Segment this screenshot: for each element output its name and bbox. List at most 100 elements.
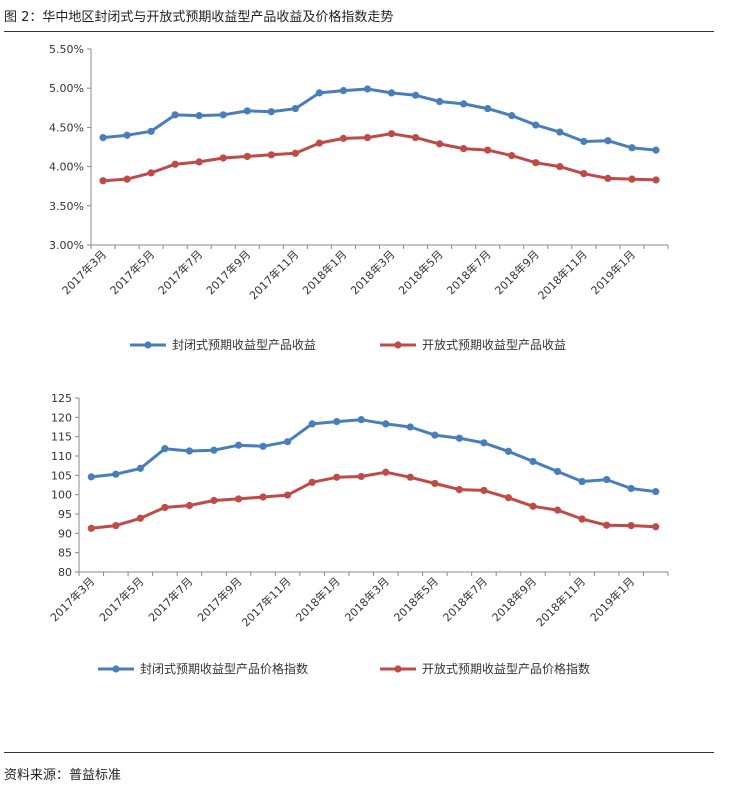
data-point bbox=[652, 523, 660, 531]
data-point bbox=[136, 464, 144, 472]
data-point bbox=[480, 486, 488, 495]
top-rule bbox=[4, 31, 714, 32]
x-tick-label: 2018年5月 bbox=[391, 574, 441, 624]
data-point bbox=[267, 151, 275, 159]
y-tick-label: 125 bbox=[51, 392, 72, 405]
data-point bbox=[99, 133, 107, 142]
y-tick-label: 4.00% bbox=[49, 161, 84, 174]
data-point bbox=[185, 447, 194, 455]
y-tick-label: 90 bbox=[58, 527, 72, 540]
data-point bbox=[219, 154, 227, 162]
y-tick-label: 105 bbox=[51, 469, 72, 482]
data-point bbox=[387, 89, 396, 97]
data-point bbox=[136, 514, 144, 522]
legend-swatch-marker bbox=[112, 665, 120, 673]
data-point bbox=[147, 169, 155, 177]
data-point bbox=[243, 152, 251, 161]
data-point bbox=[580, 137, 588, 146]
data-point bbox=[112, 470, 120, 478]
data-point bbox=[339, 134, 348, 142]
series-line-2 bbox=[102, 132, 657, 183]
data-point bbox=[460, 100, 468, 108]
x-tick-label: 2017年3月 bbox=[47, 574, 97, 624]
data-point bbox=[431, 431, 439, 439]
data-point bbox=[161, 445, 169, 453]
data-point bbox=[284, 438, 292, 446]
x-tick-label: 2018年9月 bbox=[489, 574, 539, 624]
data-point bbox=[357, 472, 365, 481]
legend-label: 封闭式预期收益型产品价格指数 bbox=[140, 661, 308, 676]
data-point bbox=[363, 85, 372, 93]
x-tick-label: 2019年1月 bbox=[587, 574, 637, 624]
data-point bbox=[259, 442, 267, 450]
x-tick-label: 2017年9月 bbox=[194, 574, 244, 624]
data-point bbox=[284, 491, 292, 499]
data-point bbox=[210, 446, 218, 454]
source-note: 资料来源：普益标准 bbox=[4, 768, 122, 783]
data-point bbox=[87, 473, 95, 481]
data-point bbox=[243, 107, 251, 115]
data-point bbox=[411, 91, 420, 99]
legend-label: 开放式预期收益型产品收益 bbox=[422, 337, 566, 352]
data-point bbox=[455, 486, 463, 494]
data-point bbox=[171, 160, 179, 168]
data-point bbox=[195, 112, 203, 120]
x-tick-label: 2018年3月 bbox=[342, 574, 392, 624]
x-tick-label: 2018年11月 bbox=[533, 574, 588, 629]
data-point bbox=[460, 144, 468, 153]
x-tick-label: 2017年7月 bbox=[145, 574, 195, 624]
y-tick-label: 80 bbox=[58, 566, 72, 579]
data-point bbox=[484, 104, 492, 113]
y-tick-label: 110 bbox=[51, 450, 72, 463]
data-point bbox=[578, 515, 586, 523]
data-point bbox=[406, 473, 414, 481]
data-point bbox=[508, 152, 516, 160]
data-point bbox=[87, 524, 95, 532]
data-point bbox=[603, 521, 611, 529]
data-point bbox=[504, 494, 513, 502]
data-point bbox=[480, 439, 488, 447]
data-point bbox=[99, 177, 107, 185]
x-tick-label: 2018年7月 bbox=[440, 574, 490, 624]
data-point bbox=[382, 468, 390, 476]
data-point bbox=[532, 121, 540, 129]
data-point bbox=[382, 420, 390, 428]
y-tick-label: 85 bbox=[58, 547, 72, 560]
data-point bbox=[652, 176, 660, 184]
data-point bbox=[387, 130, 396, 138]
data-point bbox=[529, 457, 537, 466]
data-point bbox=[431, 479, 439, 488]
y-tick-label: 100 bbox=[51, 489, 72, 502]
data-point bbox=[504, 447, 513, 455]
data-point bbox=[234, 441, 243, 449]
data-point bbox=[357, 416, 365, 424]
data-point bbox=[161, 503, 169, 512]
data-point bbox=[484, 146, 492, 154]
data-point bbox=[291, 104, 299, 113]
legend-swatch-marker bbox=[394, 341, 402, 349]
series-line-1 bbox=[91, 418, 656, 494]
data-point bbox=[652, 487, 660, 496]
data-point bbox=[195, 158, 203, 166]
data-point bbox=[210, 496, 218, 505]
data-point bbox=[363, 133, 372, 142]
data-point bbox=[315, 139, 323, 147]
data-point bbox=[234, 495, 243, 503]
legend-swatch-marker bbox=[144, 341, 152, 349]
y-tick-label: 4.50% bbox=[49, 121, 84, 134]
data-point bbox=[556, 128, 564, 136]
bottom-rule bbox=[4, 752, 714, 753]
data-point bbox=[171, 111, 179, 119]
legend-label: 开放式预期收益型产品价格指数 bbox=[422, 661, 590, 676]
data-point bbox=[291, 149, 299, 157]
data-point bbox=[580, 170, 588, 178]
chart-yield: 3.00%3.50%4.00%4.50%5.00%5.50%2017年3月201… bbox=[49, 43, 669, 352]
data-point bbox=[219, 111, 227, 119]
series-line-1 bbox=[102, 87, 657, 152]
data-point bbox=[267, 108, 275, 116]
data-point bbox=[315, 89, 323, 97]
data-point bbox=[603, 475, 611, 484]
data-point bbox=[406, 423, 414, 431]
x-tick-label: 2018年1月 bbox=[293, 574, 343, 624]
y-tick-label: 115 bbox=[51, 431, 72, 444]
